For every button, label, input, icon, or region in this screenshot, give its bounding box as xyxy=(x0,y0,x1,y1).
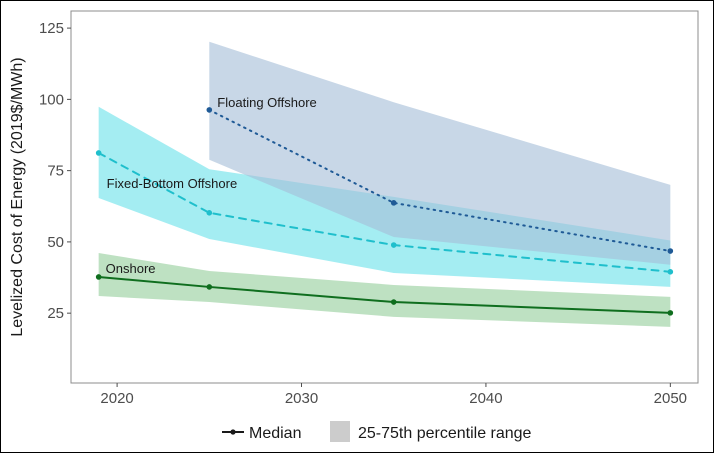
floating-offshore-median-point xyxy=(206,107,213,113)
floating-offshore-median-point xyxy=(390,200,397,206)
y-tick-label: 75 xyxy=(47,163,64,180)
y-tick-label: 25 xyxy=(47,305,64,322)
median-lines xyxy=(95,107,674,316)
x-tick-label: 2030 xyxy=(285,390,318,407)
y-tick-label: 100 xyxy=(39,91,64,108)
series-labels: Floating Offshore Fixed-Bottom Offshore On… xyxy=(106,95,317,276)
onshore-percentile-band xyxy=(98,253,671,327)
x-axis: 2020 2030 2040 2050 xyxy=(100,383,687,407)
floating-offshore-percentile-band xyxy=(209,41,671,265)
plot-panel-border xyxy=(70,10,699,384)
fixed-bottom-offshore-median-point xyxy=(95,150,102,156)
onshore-median-point xyxy=(206,284,213,290)
legend-median-label: Median xyxy=(249,425,301,442)
x-tick-label: 2050 xyxy=(654,390,687,407)
legend: Median 25-75th percentile range xyxy=(222,421,532,442)
x-tick-label: 2040 xyxy=(469,390,502,407)
y-tick-label: 125 xyxy=(39,20,64,37)
percentile-bands xyxy=(98,41,671,327)
onshore-median-point xyxy=(95,274,102,280)
x-tick-label: 2020 xyxy=(100,390,133,407)
y-axis-title: Levelized Cost of Energy (2019$/MWh) xyxy=(9,57,26,336)
legend-range-label: 25-75th percentile range xyxy=(358,425,532,442)
floating-offshore-median-point xyxy=(667,248,674,254)
onshore-median-point xyxy=(390,299,397,305)
floating-offshore-label: Floating Offshore xyxy=(217,95,316,110)
y-tick-label: 50 xyxy=(47,234,64,251)
fixed-bottom-offshore-median-point xyxy=(667,269,674,275)
legend-median-swatch-point xyxy=(230,429,236,435)
fixed-bottom-offshore-median-point xyxy=(390,242,397,248)
fixed-bottom-offshore-median-point xyxy=(206,210,213,216)
onshore-median-point xyxy=(667,310,674,316)
legend-range-swatch xyxy=(330,421,350,442)
y-axis: 25 50 75 100 125 xyxy=(39,20,71,322)
onshore-label: Onshore xyxy=(106,261,156,276)
onshore-median-line xyxy=(97,275,672,314)
fixed-bottom-offshore-label: Fixed-Bottom Offshore xyxy=(107,176,238,191)
